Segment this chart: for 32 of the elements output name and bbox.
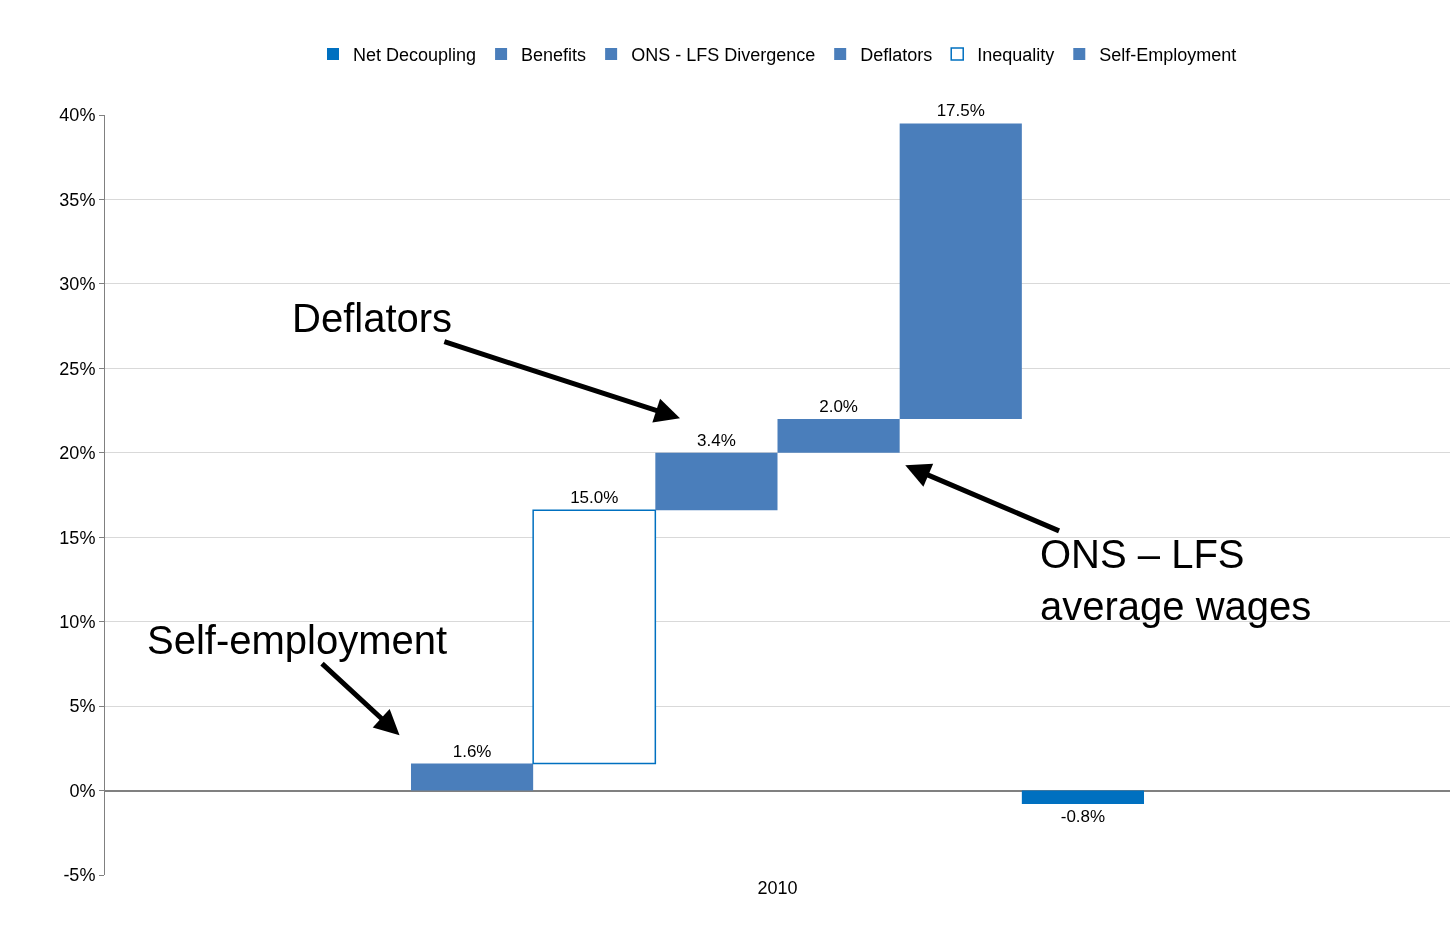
y-tick-label: 25% — [59, 358, 96, 379]
legend-label: ONS - LFS Divergence — [631, 44, 816, 65]
y-tick-label: 20% — [59, 443, 96, 464]
annotation: Self-employment — [147, 618, 448, 662]
y-tick-label: 0% — [69, 780, 96, 801]
data-label: 15.0% — [570, 488, 619, 508]
annotation: Deflators — [292, 296, 453, 340]
y-tick-label: 35% — [59, 189, 96, 210]
data-label: -0.8% — [1060, 807, 1106, 827]
bar — [899, 123, 1022, 419]
legend-label: Net Decoupling — [353, 44, 477, 65]
bar — [655, 452, 778, 511]
bar — [532, 509, 657, 765]
data-label: 3.4% — [697, 430, 736, 450]
y-tick-label: 30% — [59, 274, 96, 295]
legend-label: Self-Employment — [1099, 44, 1237, 65]
y-tick-label: 5% — [69, 696, 96, 717]
y-tick-label: 40% — [59, 105, 96, 126]
legend-label: Inequality — [977, 44, 1055, 65]
data-label: 2.0% — [819, 397, 858, 416]
bar — [777, 419, 900, 453]
annotation: ONS – LFS average wages — [1040, 532, 1312, 628]
bar — [1021, 790, 1145, 805]
y-tick-label: 10% — [59, 611, 96, 632]
y-tick-label: 15% — [59, 527, 96, 548]
bar — [410, 763, 534, 791]
y-tick-label: -5% — [63, 865, 96, 886]
x-tick-label: 2010 — [757, 878, 798, 898]
data-label: 1.6% — [452, 741, 492, 761]
legend-label: Benefits — [521, 44, 587, 65]
data-label: 17.5% — [936, 101, 985, 121]
legend-label: Deflators — [860, 44, 933, 65]
